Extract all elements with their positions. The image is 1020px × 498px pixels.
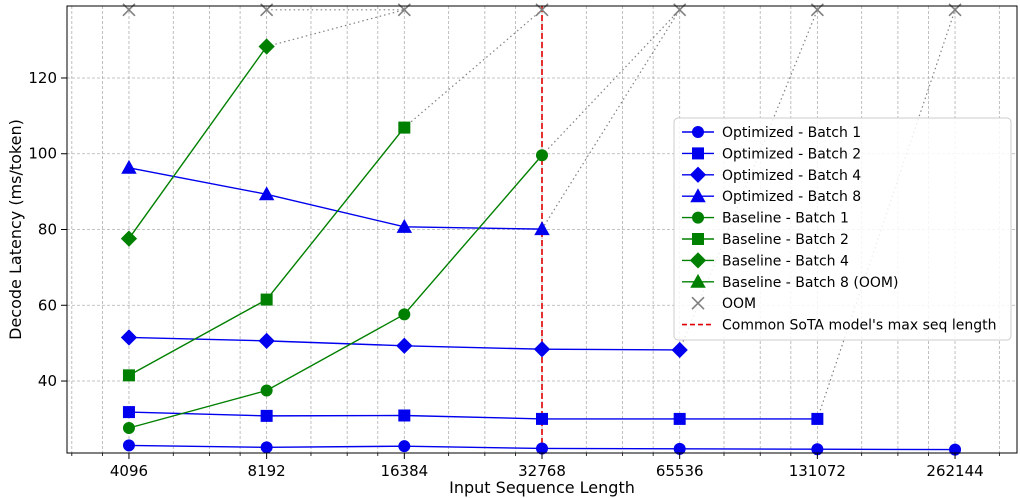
series-0 — [122, 439, 962, 456]
oom-dotted-link — [403, 9, 543, 129]
x-tick-label: 32768 — [518, 462, 566, 480]
x-tick-label: 16384 — [380, 462, 428, 480]
legend-label: Common SoTA model's max seq length — [722, 318, 996, 334]
legend-marker — [692, 147, 704, 160]
legend-marker — [692, 126, 704, 138]
axis-ticks: 4096 8192 16384 32768 65536 131072 262144 40 60 8… — [28, 69, 1000, 480]
y-tick-label: 120 — [28, 69, 57, 87]
legend-marker — [692, 233, 704, 245]
data-point — [260, 384, 273, 397]
data-point — [120, 230, 138, 247]
series-line — [128, 154, 543, 429]
series-4 — [122, 149, 548, 434]
legend-label: Baseline - Batch 8 (OOM) — [722, 275, 898, 291]
legend-label: Optimized - Batch 2 — [722, 146, 861, 162]
legend-box — [673, 117, 1012, 341]
data-point — [398, 440, 411, 453]
legend-entry: Optimized - Batch 8 — [682, 188, 861, 205]
legend-label: Optimized - Batch 4 — [722, 168, 861, 184]
legend-marker — [690, 273, 706, 288]
legend-entry: Baseline - Batch 4 — [682, 252, 849, 269]
legend-label: Optimized - Batch 1 — [722, 125, 861, 141]
legend-entry: Optimized - Batch 4 — [682, 166, 861, 184]
data-point — [398, 121, 411, 134]
data-point — [122, 369, 135, 382]
data-point — [260, 293, 273, 306]
data-point — [398, 308, 411, 321]
series-5 — [122, 121, 411, 382]
data-point — [673, 412, 686, 425]
legend-entry: Baseline - Batch 1 — [682, 211, 849, 227]
legend-label: Baseline - Batch 4 — [722, 253, 849, 269]
data-point — [260, 409, 273, 422]
y-tick-label: 100 — [28, 145, 57, 163]
data-point — [398, 409, 411, 422]
oom-dotted-link — [541, 9, 681, 156]
data-point — [258, 332, 275, 350]
series-line — [128, 411, 818, 420]
series-line — [128, 167, 543, 230]
data-point — [396, 218, 413, 233]
data-point — [258, 38, 275, 55]
legend-marker — [689, 166, 707, 183]
legend-marker — [692, 211, 704, 224]
legend-marker — [689, 252, 707, 269]
data-point — [122, 439, 135, 452]
x-tick-label: 4096 — [110, 462, 148, 480]
legend-entry: Common SoTA model's max seq length — [682, 318, 996, 334]
legend-label: OOM — [722, 296, 756, 312]
series-2 — [120, 329, 688, 359]
data-point — [396, 337, 413, 354]
data-point — [533, 341, 551, 358]
y-tick-label: 60 — [38, 296, 57, 314]
x-tick-label: 8192 — [248, 462, 286, 480]
legend: Optimized - Batch 1 Optimized - Batch 2 Op… — [673, 117, 1012, 341]
series-6 — [120, 38, 275, 247]
x-tick-label: 131072 — [789, 462, 846, 480]
legend-entry: Optimized - Batch 1 — [682, 125, 861, 141]
legend-label: Optimized - Batch 8 — [722, 189, 861, 205]
series-line — [128, 46, 268, 239]
data-point — [121, 159, 137, 174]
data-point — [536, 149, 548, 162]
data-point — [122, 421, 135, 434]
legend-entry: OOM — [691, 296, 756, 312]
y-tick-label: 80 — [38, 221, 57, 239]
x-tick-label: 262144 — [926, 462, 983, 480]
oom-dotted-link — [541, 9, 681, 230]
data-point — [122, 406, 135, 419]
y-tick-label: 40 — [38, 372, 57, 390]
series-1 — [122, 406, 824, 425]
data-point — [671, 341, 688, 359]
data-point — [258, 186, 275, 201]
data-point — [120, 329, 138, 346]
legend-marker — [691, 296, 705, 310]
plot-series — [120, 3, 962, 456]
legend-marker — [690, 188, 706, 203]
data-point — [260, 441, 273, 454]
legend-label: Baseline - Batch 2 — [722, 232, 849, 248]
legend-label: Baseline - Batch 1 — [722, 211, 849, 227]
legend-entry: Baseline - Batch 8 (OOM) — [682, 273, 898, 291]
series-3 — [121, 159, 550, 236]
y-axis-label: Decode Latency (ms/token) — [6, 119, 25, 340]
legend-entry: Baseline - Batch 2 — [682, 232, 849, 248]
x-axis-label: Input Sequence Length — [449, 478, 635, 497]
x-tick-label: 65536 — [656, 462, 704, 480]
data-point — [536, 412, 548, 425]
data-point — [811, 412, 824, 425]
legend-entry: Optimized - Batch 2 — [682, 146, 861, 162]
data-point — [536, 442, 548, 455]
oom-dotted-link — [266, 9, 405, 48]
data-point — [534, 221, 550, 236]
